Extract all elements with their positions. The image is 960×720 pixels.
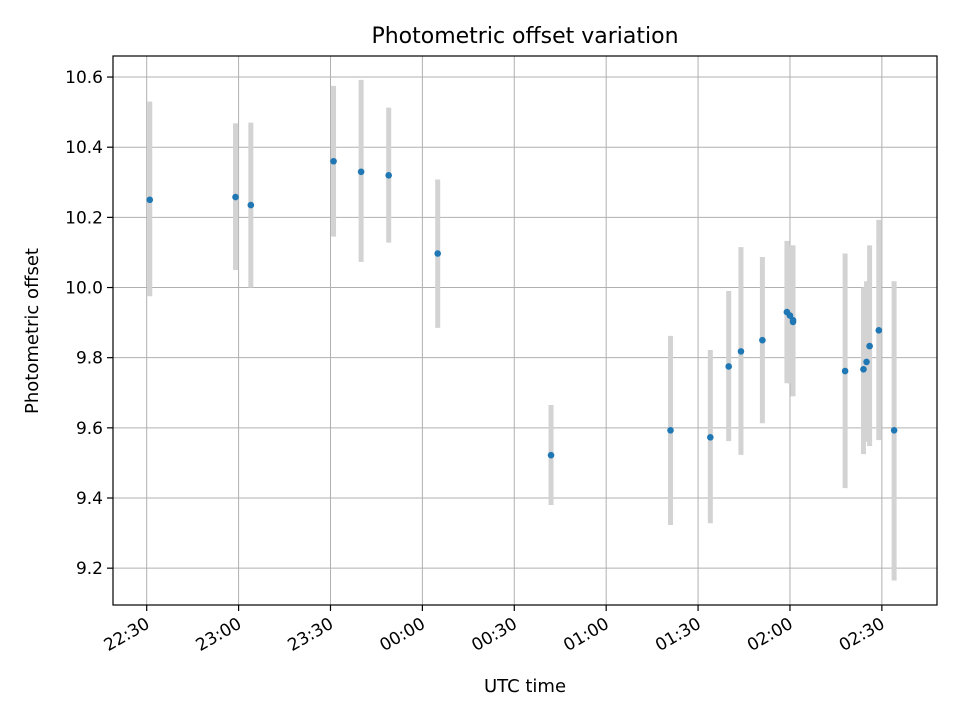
y-tick-label: 9.6 (76, 419, 103, 439)
x-tick-label: 02:00 (744, 614, 796, 656)
data-point (232, 193, 239, 201)
x-tick-label: 02:30 (836, 614, 888, 656)
y-tick-label: 9.8 (76, 349, 103, 369)
data-point (707, 434, 714, 441)
y-axis-label: Photometric offset (22, 248, 43, 414)
x-axis-label: UTC time (484, 676, 566, 697)
x-tick-label: 23:30 (285, 614, 337, 656)
data-point (841, 367, 849, 375)
error-bars (147, 79, 897, 581)
data-point (875, 327, 883, 334)
data-point (860, 365, 867, 373)
data-point (725, 363, 733, 370)
x-tick-label: 22:30 (101, 614, 153, 656)
data-point (737, 348, 745, 355)
chart-title: Photometric offset variation (371, 24, 678, 49)
x-tick-label: 00:30 (468, 614, 520, 656)
data-points (146, 157, 898, 459)
y-axis-ticks: 9.2 9.4 9.6 9.8 10.0 10.2 10.4 10.6 (65, 68, 113, 579)
x-tick-label: 01:00 (560, 614, 612, 656)
y-tick-label: 9.4 (76, 489, 103, 509)
data-point (146, 196, 154, 204)
data-point (667, 427, 674, 434)
x-tick-label: 01:30 (652, 614, 704, 656)
data-point (357, 168, 365, 176)
plot-frame (112, 55, 938, 606)
data-point (866, 342, 873, 350)
data-point (863, 358, 870, 366)
y-tick-label: 9.2 (76, 559, 103, 579)
data-point (330, 157, 337, 165)
data-point (759, 336, 766, 344)
x-tick-label: 00:00 (376, 614, 428, 656)
data-point (890, 427, 898, 434)
y-tick-label: 10.2 (65, 208, 103, 228)
x-axis-ticks: 22:30 23:00 23:30 00:00 00:30 01:00 01:30 02:00… (101, 605, 888, 656)
data-point (385, 171, 392, 179)
data-point (247, 201, 255, 209)
x-tick-label: 23:00 (193, 614, 245, 656)
y-tick-label: 10.6 (65, 68, 103, 88)
y-tick-label: 10.0 (65, 279, 103, 299)
data-point (547, 451, 555, 459)
data-point (434, 250, 441, 257)
grid (113, 56, 937, 605)
data-point (789, 318, 797, 326)
y-tick-label: 10.4 (65, 138, 103, 158)
